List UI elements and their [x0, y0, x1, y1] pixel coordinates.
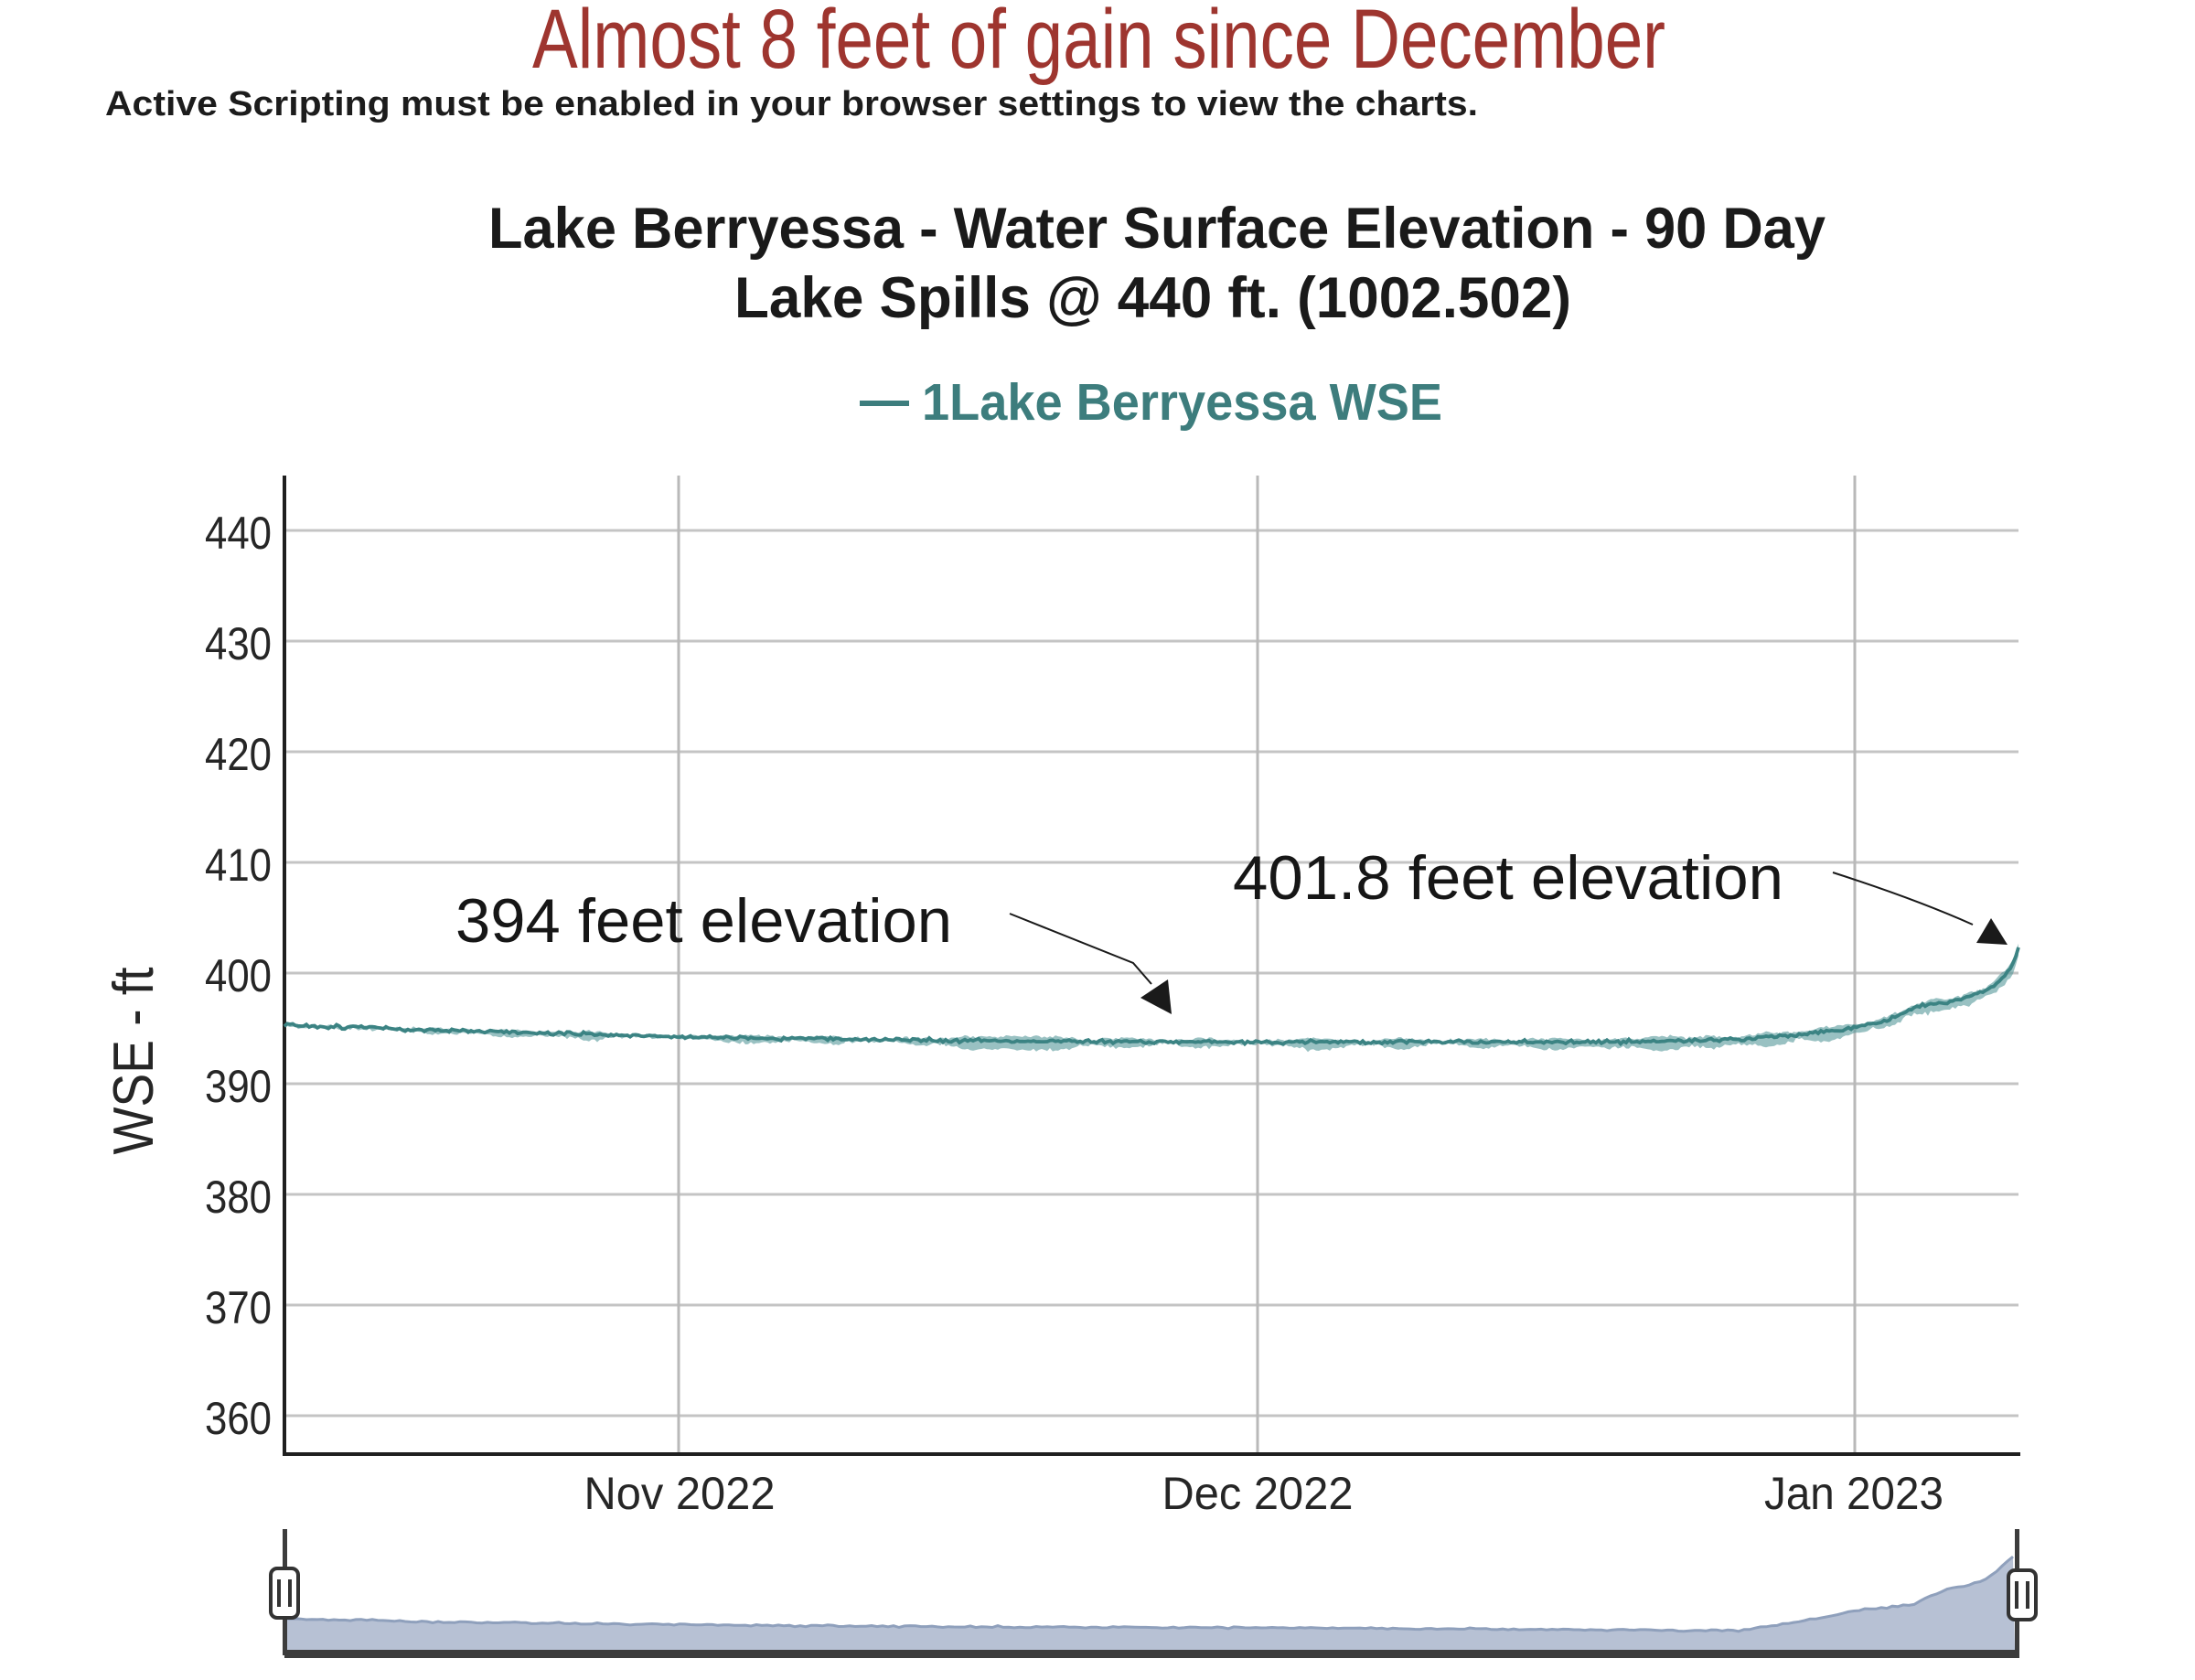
svg-text:370: 370: [205, 1282, 272, 1333]
svg-text:Dec 2022: Dec 2022: [1162, 1468, 1354, 1519]
svg-text:Active Scripting must be enabl: Active Scripting must be enabled in your…: [105, 85, 1478, 123]
svg-text:1Lake Berryessa WSE: 1Lake Berryessa WSE: [922, 373, 1442, 432]
svg-text:420: 420: [205, 729, 272, 780]
svg-text:Jan 2023: Jan 2023: [1764, 1468, 1943, 1519]
svg-text:394 feet elevation: 394 feet elevation: [455, 886, 952, 956]
svg-text:380: 380: [205, 1172, 272, 1223]
svg-text:Lake Berryessa - Water Surface: Lake Berryessa - Water Surface Elevation…: [488, 197, 1826, 261]
svg-text:Almost 8 feet of gain since De: Almost 8 feet of gain since December: [532, 0, 1665, 86]
svg-text:WSE - ft: WSE - ft: [102, 968, 166, 1155]
svg-text:Nov 2022: Nov 2022: [584, 1468, 776, 1519]
svg-text:410: 410: [205, 840, 272, 891]
svg-text:Lake Spills @ 440 ft. (1002.50: Lake Spills @ 440 ft. (1002.502): [734, 266, 1571, 330]
svg-text:400: 400: [205, 950, 272, 1001]
svg-text:390: 390: [205, 1061, 272, 1112]
svg-text:401.8 feet elevation: 401.8 feet elevation: [1233, 843, 1783, 913]
svg-text:440: 440: [205, 508, 272, 559]
svg-text:430: 430: [205, 618, 272, 669]
svg-text:360: 360: [205, 1393, 272, 1444]
